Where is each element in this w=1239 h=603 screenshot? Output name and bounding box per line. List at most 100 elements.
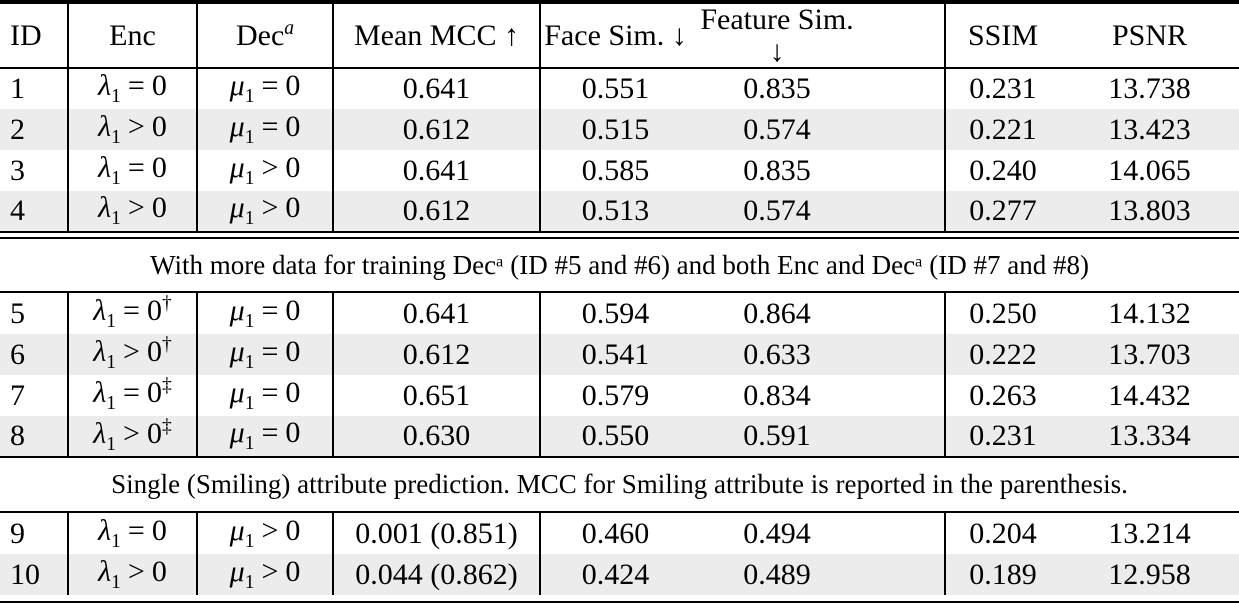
cell-mean-mcc: 0.641 bbox=[332, 293, 540, 334]
mu-symbol: μ bbox=[229, 554, 245, 588]
lambda-symbol: λ bbox=[93, 335, 107, 369]
dagger-mark: † bbox=[161, 334, 172, 356]
row-id: 7 bbox=[10, 378, 25, 412]
section-note-row: Single (Smiling) attribute prediction. M… bbox=[0, 458, 1239, 512]
table-row: 1 λ1 = 0 μ1 = 0 0.641 0.551 0.835 0.231 13.7… bbox=[0, 68, 1239, 109]
cell-ssim: 0.250 bbox=[944, 293, 1060, 334]
cell-dec: μ1 = 0 bbox=[196, 68, 333, 109]
col-header-psnr: PSNR bbox=[1060, 2, 1239, 69]
mu-symbol: μ bbox=[229, 334, 245, 368]
dagger-mark: ‡ bbox=[161, 375, 172, 397]
table-row: 9 λ1 = 0 μ1 >0 0.001 (0.851) 0.460 0.494 0.… bbox=[0, 513, 1239, 554]
cell-psnr: 13.423 bbox=[1060, 109, 1239, 150]
cell-feature-sim: 0.835 bbox=[743, 153, 811, 187]
mu-symbol: μ bbox=[229, 513, 245, 547]
table-row: 2 λ1 >0 μ1 = 0 0.612 0.515 0.574 0.221 13.4… bbox=[0, 109, 1239, 150]
lambda-symbol: λ bbox=[93, 416, 107, 450]
cell-face-sim: 0.541 bbox=[539, 334, 690, 375]
cell-dec: μ1 = 0 bbox=[196, 334, 333, 375]
section-note-row: With more data for training Decᵃ (ID #5 … bbox=[0, 238, 1239, 292]
col-header-id: ID bbox=[0, 2, 68, 69]
cell-enc: λ1 >0 bbox=[67, 554, 197, 595]
cell-psnr: 13.703 bbox=[1060, 334, 1239, 375]
cell-face-sim: 0.585 bbox=[539, 150, 690, 191]
lambda-symbol: λ bbox=[93, 294, 107, 328]
table-body: 1 λ1 = 0 μ1 = 0 0.641 0.551 0.835 0.231 13.7… bbox=[0, 68, 1239, 603]
cell-feature-sim: 0.834 bbox=[743, 378, 811, 412]
cell-enc: λ1 >0‡ bbox=[67, 416, 197, 457]
col-header-feature-sim: Feature Sim. ↓ bbox=[690, 2, 945, 69]
lambda-symbol: λ bbox=[98, 554, 112, 588]
cell-enc: λ1 = 0 bbox=[67, 513, 197, 554]
cell-id: 9 bbox=[0, 513, 68, 554]
cell-dec: μ1 = 0 bbox=[196, 293, 333, 334]
cell-enc: λ1 = 0‡ bbox=[67, 375, 197, 416]
cell-id: 7 bbox=[0, 375, 68, 416]
cell-mean-mcc: 0.651 bbox=[332, 375, 540, 416]
cell-mean-mcc: 0.641 bbox=[332, 68, 540, 109]
col-header-ssim-label: SSIM bbox=[967, 18, 1039, 52]
cell-face-sim: 0.550 bbox=[539, 416, 690, 457]
cell-feature-sim: 0.633 bbox=[690, 334, 945, 375]
cell-dec: μ1 >0 bbox=[196, 150, 333, 191]
cell-psnr: 12.958 bbox=[1060, 554, 1239, 595]
cell-psnr: 13.334 bbox=[1060, 416, 1239, 457]
table-row: 3 λ1 = 0 μ1 >0 0.641 0.585 0.835 0.240 14.0… bbox=[0, 150, 1239, 191]
cell-mean-mcc: 0.641 bbox=[332, 150, 540, 191]
cell-psnr: 13.738 bbox=[1108, 72, 1191, 106]
col-header-mean-mcc: Mean MCC ↑ bbox=[332, 2, 540, 69]
cell-dec: μ1 >0 bbox=[196, 191, 333, 232]
col-header-face-sim-label: Face Sim. ↓ bbox=[544, 18, 687, 52]
cell-ssim: 0.222 bbox=[944, 334, 1060, 375]
cell-id: 8 bbox=[0, 416, 68, 457]
cell-feature-sim: 0.591 bbox=[690, 416, 945, 457]
cell-mean-mcc: 0.044 (0.862) bbox=[332, 554, 540, 595]
cell-id: 2 bbox=[0, 109, 68, 150]
mu-symbol: μ bbox=[229, 69, 245, 103]
lambda-symbol: λ bbox=[98, 513, 112, 547]
cell-psnr: 13.803 bbox=[1060, 191, 1239, 232]
section-note: With more data for training Decᵃ (ID #5 … bbox=[150, 249, 1089, 280]
col-header-psnr-label: PSNR bbox=[1111, 18, 1188, 52]
row-id: 9 bbox=[10, 516, 25, 550]
cell-id: 4 bbox=[0, 191, 68, 232]
cell-face-sim: 0.460 bbox=[539, 513, 690, 554]
lambda-symbol: λ bbox=[98, 150, 112, 184]
cell-id: 3 bbox=[0, 150, 68, 191]
cell-ssim: 0.240 bbox=[944, 150, 1060, 191]
table-header: ID Enc Deca Mean MCC ↑ Face Sim. ↓ Featu… bbox=[0, 2, 1239, 69]
cell-id: 1 bbox=[0, 68, 68, 109]
cell-feature-sim: 0.574 bbox=[690, 109, 945, 150]
cell-mean-mcc: 0.612 bbox=[332, 334, 540, 375]
lambda-symbol: λ bbox=[98, 109, 112, 143]
col-header-dec-superscript: a bbox=[284, 18, 295, 40]
cell-face-sim: 0.515 bbox=[539, 109, 690, 150]
cell-face-sim: 0.424 bbox=[539, 554, 690, 595]
cell-mean-mcc: 0.612 bbox=[332, 191, 540, 232]
table-row: 8 λ1 >0‡ μ1 = 0 0.630 0.550 0.591 0.231 13.… bbox=[0, 416, 1239, 457]
cell-mean-mcc: 0.630 bbox=[332, 416, 540, 457]
cell-enc: λ1 >0† bbox=[67, 334, 197, 375]
cell-face-sim: 0.594 bbox=[539, 293, 690, 334]
cell-feature-sim: 0.494 bbox=[743, 516, 811, 550]
cell-face-sim: 0.579 bbox=[539, 375, 690, 416]
cell-enc: λ1 = 0 bbox=[67, 68, 197, 109]
lambda-symbol: λ bbox=[98, 191, 112, 225]
cell-enc: λ1 >0 bbox=[67, 191, 197, 232]
row-id: 5 bbox=[10, 296, 25, 330]
cell-ssim: 0.231 bbox=[944, 416, 1060, 457]
cell-enc: λ1 >0 bbox=[67, 109, 197, 150]
cell-ssim: 0.231 bbox=[944, 68, 1060, 109]
lambda-symbol: λ bbox=[98, 69, 112, 103]
cell-dec: μ1 = 0 bbox=[196, 109, 333, 150]
cell-ssim: 0.277 bbox=[944, 191, 1060, 232]
cell-face-sim: 0.513 bbox=[539, 191, 690, 232]
dagger-mark: ‡ bbox=[161, 416, 172, 437]
mu-symbol: μ bbox=[229, 293, 245, 327]
cell-dec: μ1 >0 bbox=[196, 554, 333, 595]
row-id: 4 bbox=[10, 194, 25, 228]
col-header-dec: Deca bbox=[196, 2, 333, 69]
cell-face-sim: 0.551 bbox=[539, 68, 690, 109]
cell-ssim: 0.263 bbox=[944, 375, 1060, 416]
